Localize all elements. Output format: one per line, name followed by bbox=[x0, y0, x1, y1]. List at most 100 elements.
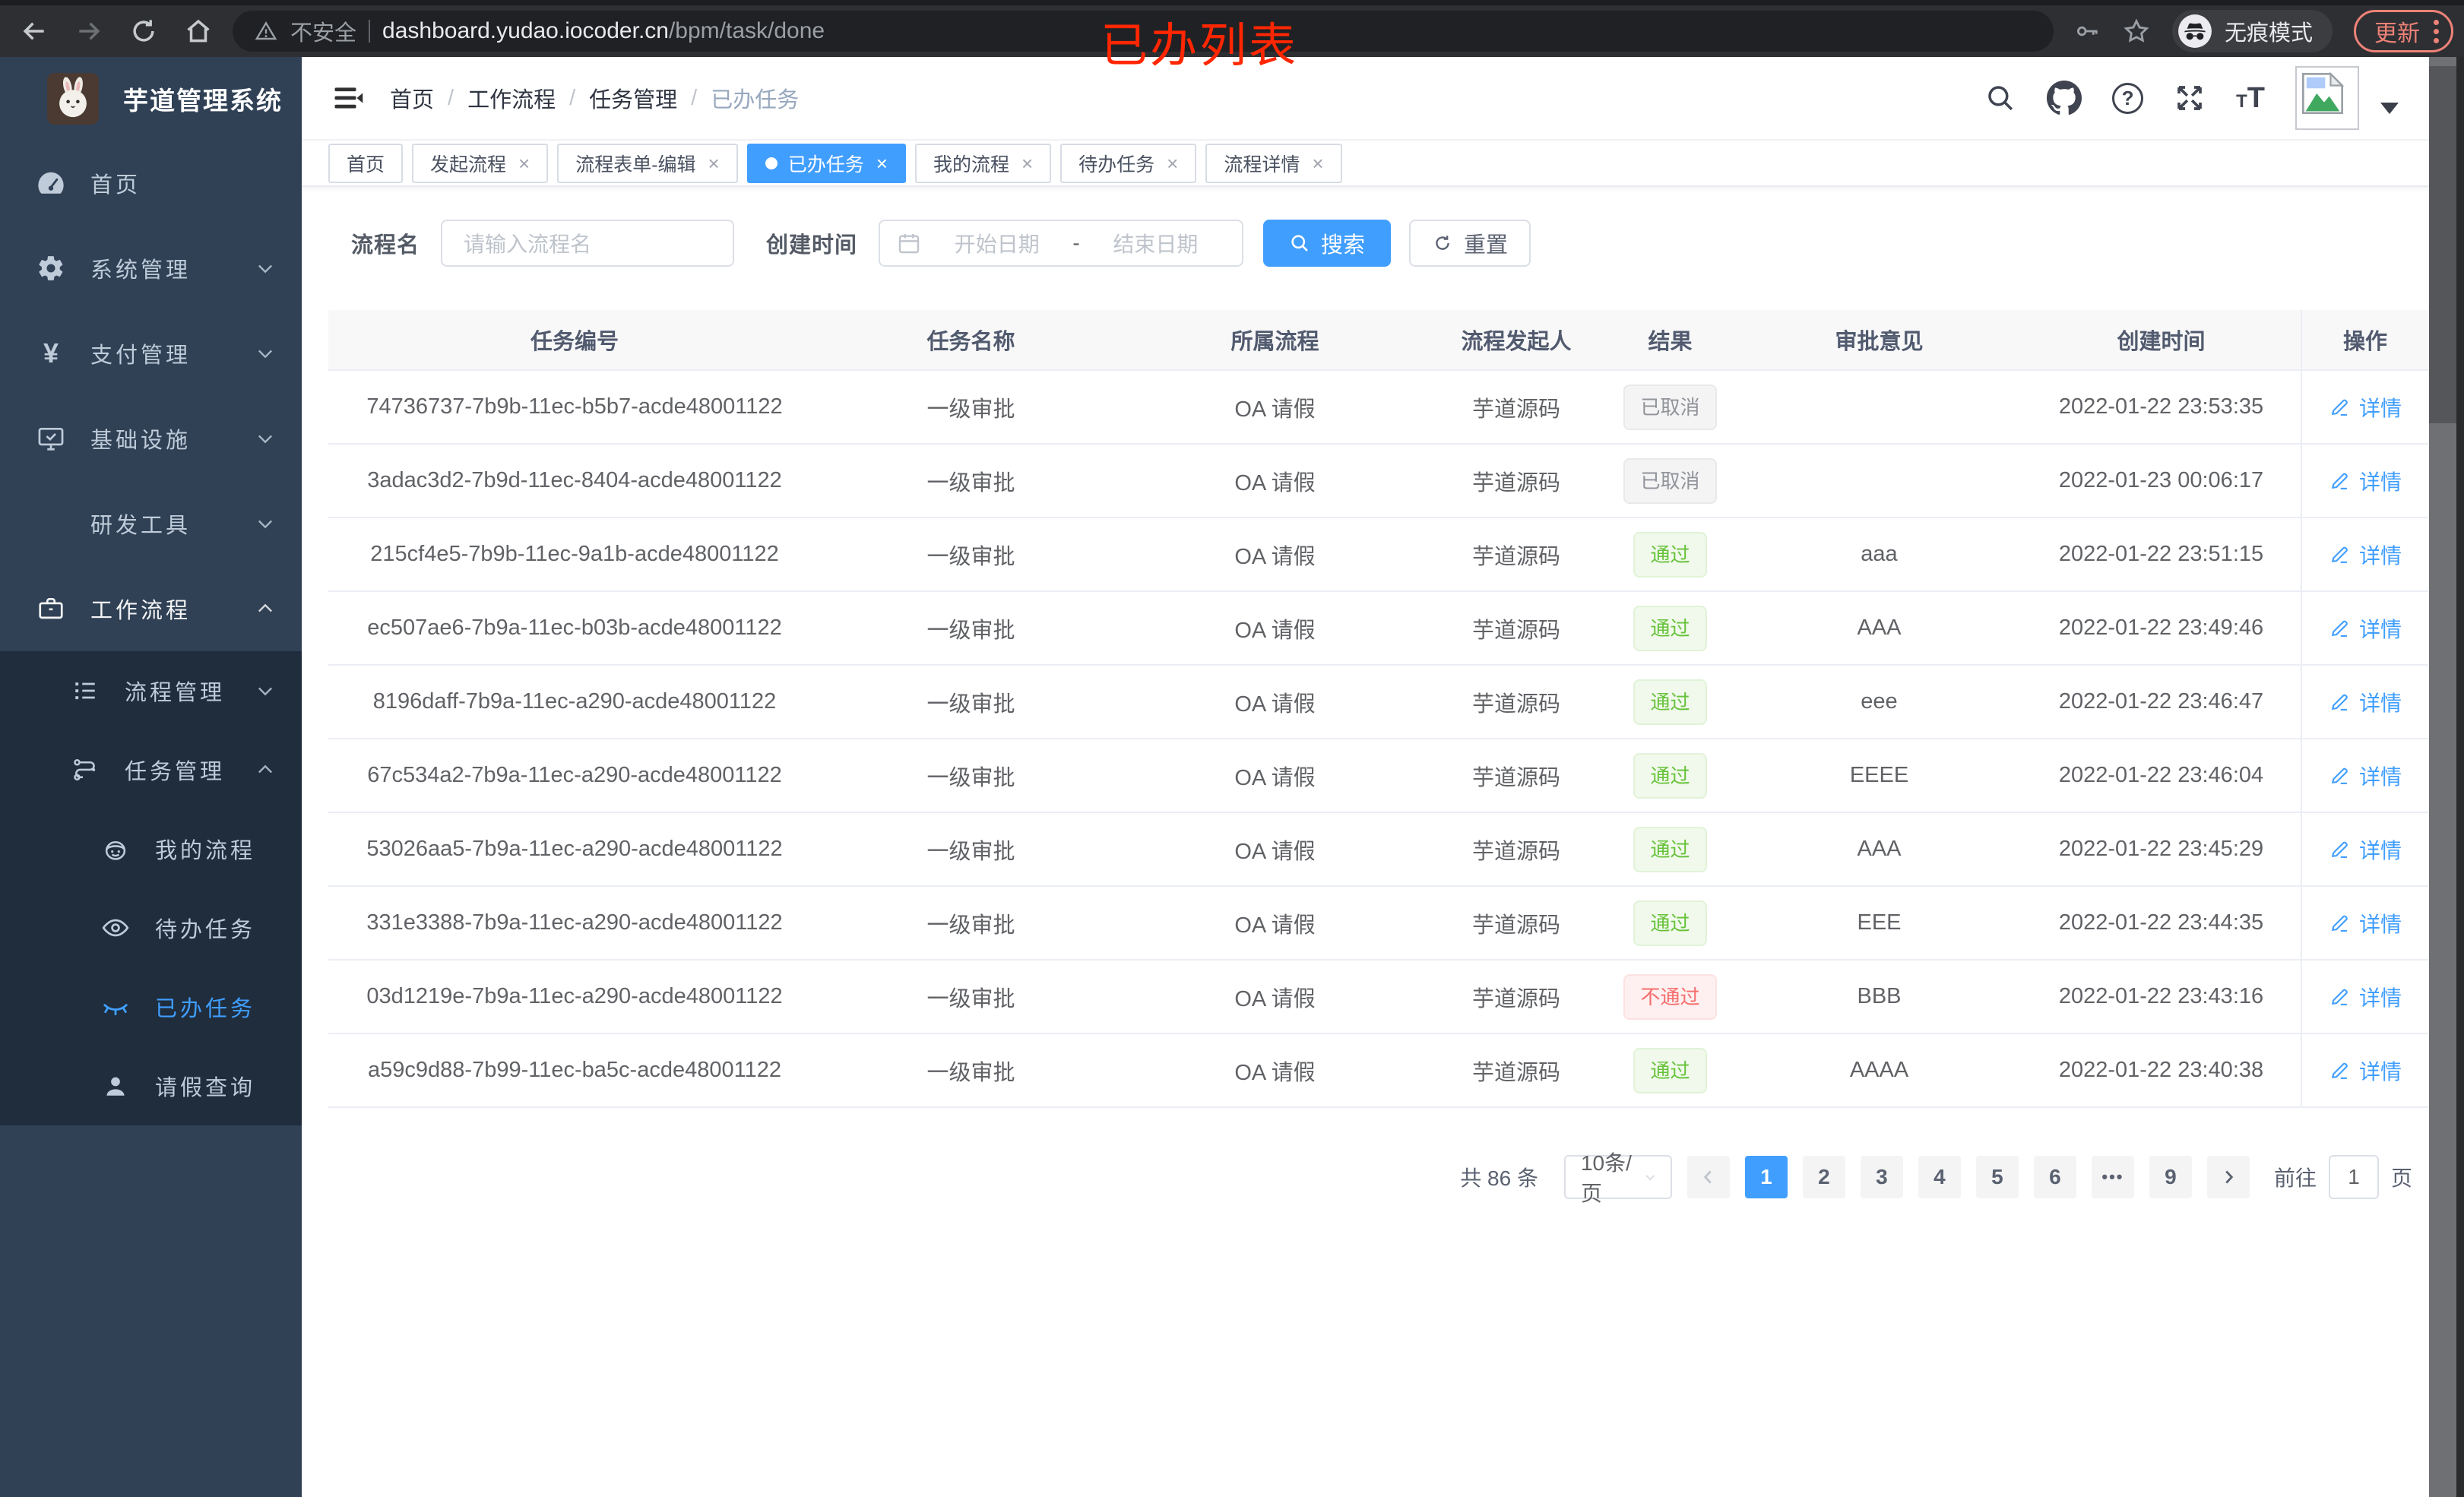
reset-button[interactable]: 重置 bbox=[1409, 220, 1531, 267]
cell-result: 通过 bbox=[1604, 739, 1737, 812]
edit-icon bbox=[2331, 841, 2348, 858]
fullscreen-icon[interactable] bbox=[2174, 82, 2206, 114]
status-badge: 不通过 bbox=[1623, 973, 1717, 1020]
close-icon[interactable]: × bbox=[1167, 151, 1179, 175]
edit-icon bbox=[2331, 915, 2348, 932]
detail-link[interactable]: 详情 bbox=[2329, 687, 2402, 717]
sidebar-item-label: 首页 bbox=[90, 173, 141, 198]
next-page-button[interactable] bbox=[2206, 1156, 2250, 1198]
security-label: 不安全 bbox=[290, 21, 357, 46]
sidebar-item-infra[interactable]: 基础设施 bbox=[0, 396, 302, 481]
process-name-label: 流程名 bbox=[351, 233, 420, 258]
browser-menu-icon[interactable] bbox=[2434, 19, 2439, 43]
address-bar[interactable]: 不安全 dashboard.yudao.iocoder.cn/bpm/task/… bbox=[233, 11, 2054, 52]
more-pages-button[interactable]: ••• bbox=[2091, 1156, 2134, 1198]
cell-task-name: 一级审批 bbox=[926, 397, 1015, 422]
sidebar-item-leave-query[interactable]: 请假查询 bbox=[0, 1046, 302, 1125]
cell-action: 详情 bbox=[2301, 961, 2428, 1033]
page-button-5[interactable]: 5 bbox=[1975, 1156, 2019, 1198]
breadcrumb-item[interactable]: 任务管理 bbox=[589, 88, 678, 112]
table-row: 331e3388-7b9a-11ec-a290-acde48001122 一级审… bbox=[328, 887, 2428, 961]
goto-page-input[interactable] bbox=[2328, 1155, 2379, 1199]
app-title: 芋道管理系统 bbox=[123, 87, 283, 115]
sidebar-item-home[interactable]: 首页 bbox=[0, 141, 302, 226]
detail-link[interactable]: 详情 bbox=[2329, 466, 2402, 496]
edit-icon bbox=[2331, 473, 2348, 489]
close-icon[interactable]: × bbox=[876, 151, 888, 175]
tab-流程表单-编辑[interactable]: 流程表单-编辑 × bbox=[557, 143, 738, 183]
update-button[interactable]: 更新 bbox=[2354, 10, 2453, 52]
breadcrumb-item[interactable]: 首页 bbox=[390, 88, 435, 112]
detail-label: 详情 bbox=[2358, 617, 2402, 641]
tab-流程详情[interactable]: 流程详情 × bbox=[1205, 143, 1342, 183]
page-button-9[interactable]: 9 bbox=[2149, 1156, 2192, 1198]
page-button-4[interactable]: 4 bbox=[1918, 1156, 1961, 1198]
scrollbar-thumb[interactable] bbox=[2429, 66, 2456, 423]
reload-icon[interactable] bbox=[129, 17, 158, 46]
forward-icon[interactable] bbox=[74, 17, 103, 46]
tab-待办任务[interactable]: 待办任务 × bbox=[1060, 143, 1197, 183]
tab-首页[interactable]: 首页 × bbox=[328, 143, 404, 183]
sidebar-item-payment[interactable]: ¥ 支付管理 bbox=[0, 311, 302, 396]
close-icon[interactable]: × bbox=[1021, 151, 1034, 175]
sidebar-item-my-process[interactable]: 我的流程 bbox=[0, 809, 302, 888]
detail-link[interactable]: 详情 bbox=[2329, 761, 2402, 791]
tab-已办任务[interactable]: 已办任务 × bbox=[746, 143, 906, 183]
tab-发起流程[interactable]: 发起流程 × bbox=[412, 143, 549, 183]
monitor-icon bbox=[34, 424, 68, 453]
detail-link[interactable]: 详情 bbox=[2329, 1055, 2402, 1086]
search-icon[interactable] bbox=[1984, 82, 2016, 114]
close-icon[interactable]: × bbox=[518, 151, 530, 175]
cell-initiator: 芋道源码 bbox=[1471, 1060, 1560, 1085]
page-size-select[interactable]: 10条/页 bbox=[1563, 1151, 1672, 1205]
detail-link[interactable]: 详情 bbox=[2329, 540, 2402, 570]
reset-button-label: 重置 bbox=[1464, 233, 1509, 258]
process-name-input[interactable]: 请输入流程名 bbox=[441, 220, 735, 267]
page-button-1[interactable]: 1 bbox=[1744, 1156, 1788, 1198]
sidebar-item-system[interactable]: 系统管理 bbox=[0, 226, 302, 311]
detail-link[interactable]: 详情 bbox=[2329, 392, 2402, 423]
end-date-placeholder: 结束日期 bbox=[1113, 233, 1199, 256]
github-icon[interactable] bbox=[2047, 81, 2082, 116]
detail-link[interactable]: 详情 bbox=[2329, 613, 2402, 644]
detail-label: 详情 bbox=[2358, 470, 2402, 494]
sidebar-item-todo-task[interactable]: 待办任务 bbox=[0, 888, 302, 967]
font-size-icon[interactable]: TT bbox=[2236, 82, 2265, 114]
date-range-input[interactable]: 开始日期 - 结束日期 bbox=[879, 220, 1244, 267]
sidebar-item-label: 任务管理 bbox=[125, 760, 226, 784]
sidebar-item-workflow[interactable]: 工作流程 bbox=[0, 566, 302, 651]
cell-action: 详情 bbox=[2301, 1034, 2428, 1106]
avatar[interactable] bbox=[2295, 66, 2359, 130]
key-icon[interactable] bbox=[2073, 17, 2101, 45]
page-button-2[interactable]: 2 bbox=[1802, 1156, 1845, 1198]
goto-label: 前往 bbox=[2273, 1166, 2317, 1190]
hamburger-icon[interactable] bbox=[332, 82, 364, 114]
home-icon[interactable] bbox=[184, 17, 213, 46]
page-scrollbar[interactable] bbox=[2429, 57, 2464, 1497]
sidebar-item-done-task[interactable]: 已办任务 bbox=[0, 967, 302, 1046]
prev-page-button[interactable] bbox=[1686, 1156, 1730, 1198]
incognito-icon bbox=[2178, 14, 2212, 48]
detail-link[interactable]: 详情 bbox=[2329, 834, 2402, 865]
detail-link[interactable]: 详情 bbox=[2329, 982, 2402, 1012]
bookmark-star-icon[interactable] bbox=[2122, 17, 2151, 46]
detail-link[interactable]: 详情 bbox=[2329, 908, 2402, 938]
status-badge: 通过 bbox=[1633, 752, 1707, 799]
search-button[interactable]: 搜索 bbox=[1263, 220, 1392, 267]
sidebar-item-task-mgmt[interactable]: 任务管理 bbox=[0, 730, 302, 809]
tab-我的流程[interactable]: 我的流程 × bbox=[914, 143, 1052, 183]
back-icon[interactable] bbox=[20, 17, 49, 46]
chevron-up-icon bbox=[255, 598, 276, 619]
help-icon[interactable]: ? bbox=[2112, 82, 2144, 114]
close-icon[interactable]: × bbox=[708, 151, 720, 175]
cell-process: OA 请假 bbox=[1234, 765, 1316, 790]
cell-task-name: 一级审批 bbox=[926, 913, 1015, 938]
cell-task-id: 03d1219e-7b9a-11ec-a290-acde48001122 bbox=[366, 984, 783, 1008]
page-button-6[interactable]: 6 bbox=[2033, 1156, 2076, 1198]
page-button-3[interactable]: 3 bbox=[1860, 1156, 1903, 1198]
close-icon[interactable]: × bbox=[1312, 151, 1324, 175]
sidebar-item-devtools[interactable]: 研发工具 bbox=[0, 481, 302, 566]
breadcrumb-item[interactable]: 工作流程 bbox=[467, 88, 556, 112]
sidebar-item-process-mgmt[interactable]: 流程管理 bbox=[0, 651, 302, 730]
avatar-caret-icon[interactable] bbox=[2380, 102, 2399, 114]
